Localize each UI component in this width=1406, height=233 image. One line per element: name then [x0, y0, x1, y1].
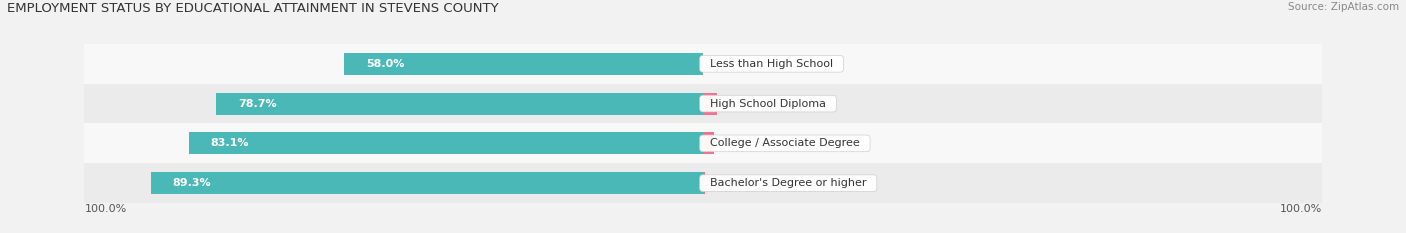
Text: 78.7%: 78.7%	[238, 99, 277, 109]
Bar	[703, 172, 706, 194]
Text: 1.7%: 1.7%	[723, 138, 751, 148]
Bar	[84, 44, 1322, 84]
Text: EMPLOYMENT STATUS BY EDUCATIONAL ATTAINMENT IN STEVENS COUNTY: EMPLOYMENT STATUS BY EDUCATIONAL ATTAINM…	[7, 2, 499, 15]
Text: Source: ZipAtlas.com: Source: ZipAtlas.com	[1288, 2, 1399, 12]
Text: 100.0%: 100.0%	[84, 204, 127, 214]
Text: 83.1%: 83.1%	[211, 138, 249, 148]
Text: High School Diploma: High School Diploma	[703, 99, 832, 109]
Text: 2.3%: 2.3%	[727, 99, 755, 109]
Bar	[217, 93, 703, 115]
Text: College / Associate Degree: College / Associate Degree	[703, 138, 866, 148]
Bar	[150, 172, 703, 194]
Bar	[84, 84, 1322, 123]
Bar	[703, 132, 713, 154]
Text: Bachelor's Degree or higher: Bachelor's Degree or higher	[703, 178, 873, 188]
Bar	[84, 123, 1322, 163]
Bar	[84, 163, 1322, 203]
Text: 58.0%: 58.0%	[366, 59, 404, 69]
Bar	[703, 93, 717, 115]
Text: 100.0%: 100.0%	[1279, 204, 1322, 214]
Text: 0.4%: 0.4%	[714, 178, 744, 188]
Text: 0.0%: 0.0%	[713, 59, 741, 69]
Bar	[188, 132, 703, 154]
Bar	[344, 53, 703, 75]
Text: 89.3%: 89.3%	[172, 178, 211, 188]
Text: Less than High School: Less than High School	[703, 59, 841, 69]
